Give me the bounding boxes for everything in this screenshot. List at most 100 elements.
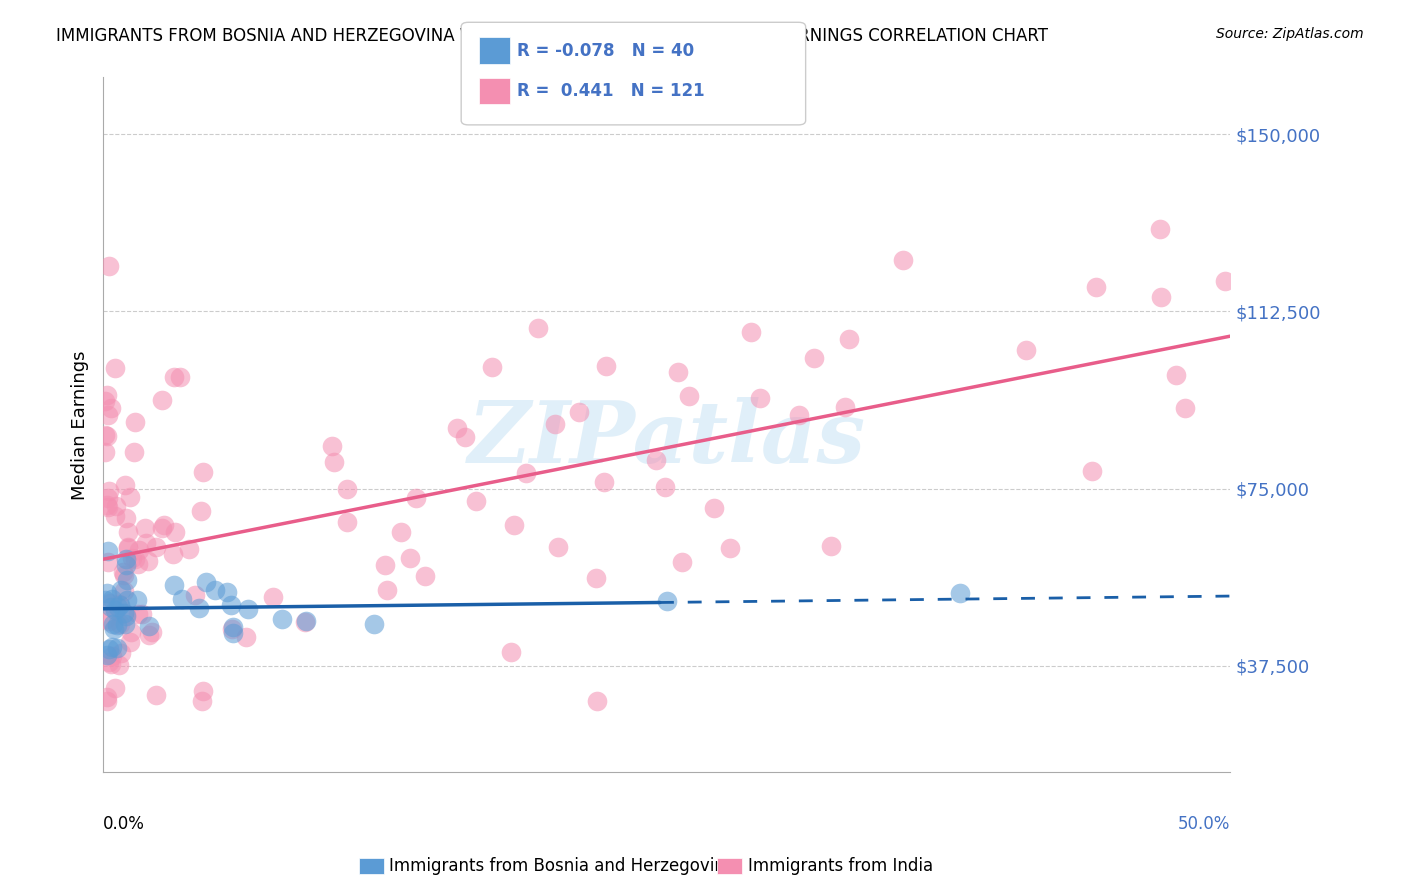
Point xyxy=(703,500,725,515)
Point xyxy=(162,370,184,384)
Point xyxy=(110,646,132,660)
Point xyxy=(98,642,121,657)
Point xyxy=(108,598,131,612)
Point xyxy=(138,619,160,633)
Point xyxy=(96,428,118,442)
Point xyxy=(374,558,396,573)
Point xyxy=(124,551,146,566)
Point xyxy=(98,596,121,610)
Point xyxy=(100,401,122,415)
Text: R =  0.441   N = 121: R = 0.441 N = 121 xyxy=(517,82,704,100)
Point xyxy=(127,592,149,607)
Point xyxy=(96,648,118,662)
Point xyxy=(585,694,607,708)
Point xyxy=(100,657,122,671)
Point xyxy=(103,622,125,636)
Point xyxy=(187,601,209,615)
Point xyxy=(112,584,135,599)
Point xyxy=(150,521,173,535)
Point xyxy=(501,645,523,659)
Point xyxy=(122,445,145,459)
Point xyxy=(97,544,120,558)
Point xyxy=(465,494,488,508)
Point xyxy=(94,394,117,409)
Point xyxy=(138,628,160,642)
Point xyxy=(111,565,134,579)
Point xyxy=(446,421,468,435)
Point xyxy=(141,625,163,640)
Point xyxy=(391,525,413,540)
Text: 50.0%: 50.0% xyxy=(1178,815,1230,833)
Point xyxy=(163,524,186,539)
Point xyxy=(136,554,159,568)
Point xyxy=(145,688,167,702)
Text: Source: ZipAtlas.com: Source: ZipAtlas.com xyxy=(1216,27,1364,41)
Point xyxy=(377,583,399,598)
Point xyxy=(105,499,128,513)
Point xyxy=(128,543,150,558)
Point xyxy=(405,491,427,505)
Point xyxy=(150,393,173,408)
Point xyxy=(100,599,122,614)
Point xyxy=(96,491,118,505)
Point xyxy=(112,568,135,582)
Point xyxy=(294,615,316,630)
Point xyxy=(117,525,139,540)
Point xyxy=(803,351,825,365)
Point xyxy=(101,648,124,663)
Point xyxy=(834,400,856,414)
Point xyxy=(115,551,138,566)
Point xyxy=(101,591,124,606)
Point xyxy=(217,584,239,599)
Point xyxy=(718,541,741,556)
Point xyxy=(838,332,860,346)
Point xyxy=(236,602,259,616)
Point xyxy=(97,655,120,669)
Point xyxy=(110,617,132,632)
Point xyxy=(117,573,139,587)
Point xyxy=(219,599,242,613)
Point xyxy=(568,405,591,419)
Point xyxy=(1149,222,1171,236)
Point xyxy=(454,430,477,444)
Point xyxy=(222,620,245,634)
Point xyxy=(104,681,127,695)
Point xyxy=(115,593,138,607)
Point xyxy=(544,417,567,431)
Point xyxy=(94,427,117,442)
Point xyxy=(183,588,205,602)
Point xyxy=(96,388,118,402)
Point xyxy=(191,694,214,708)
Point xyxy=(104,360,127,375)
Point xyxy=(97,483,120,498)
Point xyxy=(94,593,117,607)
Point xyxy=(96,498,118,512)
Point xyxy=(740,325,762,339)
Point xyxy=(1150,290,1173,304)
Point xyxy=(678,389,700,403)
Point xyxy=(131,607,153,621)
Point xyxy=(121,551,143,566)
Point xyxy=(96,690,118,705)
Point xyxy=(271,612,294,626)
Point xyxy=(101,640,124,654)
Text: R = -0.078   N = 40: R = -0.078 N = 40 xyxy=(517,42,695,60)
Point xyxy=(526,321,548,335)
Point xyxy=(787,408,810,422)
Point xyxy=(481,360,503,375)
Point xyxy=(163,578,186,592)
Point xyxy=(515,466,537,480)
Point xyxy=(120,625,142,640)
Point xyxy=(118,635,141,649)
Text: 0.0%: 0.0% xyxy=(103,815,145,833)
Point xyxy=(1213,274,1236,288)
Point xyxy=(193,465,215,479)
Point xyxy=(127,557,149,571)
Point xyxy=(101,617,124,632)
Point xyxy=(415,568,437,582)
Point xyxy=(112,607,135,621)
Point xyxy=(97,556,120,570)
Point xyxy=(595,359,617,373)
Point xyxy=(104,509,127,524)
Text: ZIPatlas: ZIPatlas xyxy=(468,397,866,481)
